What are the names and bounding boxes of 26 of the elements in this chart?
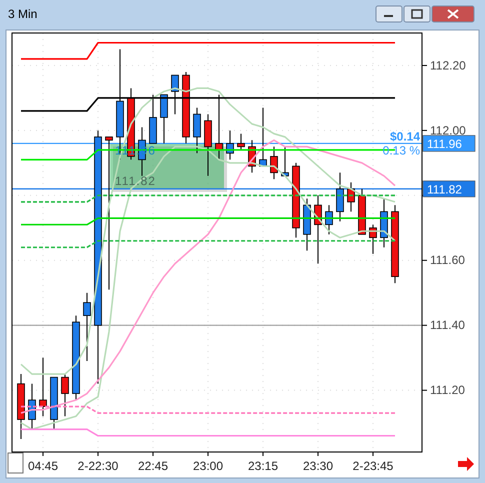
- candlestick: [61, 374, 69, 417]
- annotation: 111.82: [115, 174, 156, 188]
- y-tick-label: 111.40: [430, 318, 466, 332]
- candlestick: [237, 133, 245, 150]
- y-tick-label: 112.20: [430, 58, 466, 72]
- x-tick-label: 04:45: [28, 458, 58, 473]
- candlestick: [193, 107, 201, 154]
- x-tick-label: 23:00: [192, 458, 224, 473]
- x-tick-label: 2-23:45: [352, 458, 394, 473]
- ref-line-label: 111.82: [427, 182, 462, 196]
- candlestick: [325, 204, 333, 235]
- y-tick-label: 111.60: [430, 253, 466, 268]
- x-tick-label: 23:15: [248, 458, 278, 473]
- y-tick-label: 112.00: [430, 123, 466, 138]
- annotation: 0.13 %: [382, 143, 420, 158]
- chart-title: 3 Min: [8, 7, 38, 21]
- candlestick: [105, 136, 113, 290]
- candlestick: [270, 146, 278, 180]
- x-tick-label: 2-22:30: [78, 458, 119, 473]
- x-tick-label: 22:45: [138, 458, 168, 473]
- x-tick-label: 23:30: [302, 458, 334, 473]
- candlestick: [83, 292, 91, 362]
- y-tick-label: 111.20: [430, 383, 466, 398]
- candlestick: [39, 357, 47, 417]
- annotation: $0.14: [390, 129, 420, 144]
- ref-line-label: 111.96: [427, 136, 462, 151]
